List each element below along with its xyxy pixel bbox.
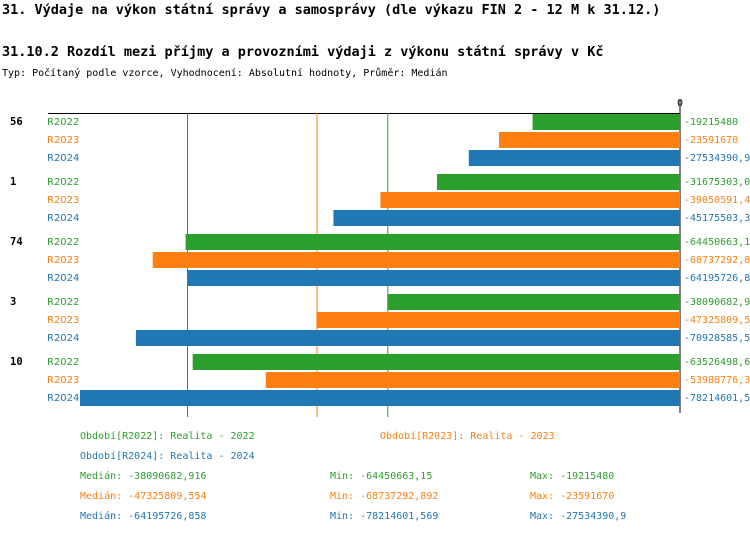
category-label: 10 xyxy=(10,356,23,368)
bar xyxy=(468,150,680,166)
bar xyxy=(437,174,680,190)
stat-text: Max: -23591670 xyxy=(530,491,614,502)
bar xyxy=(316,312,680,328)
value-label: -27534390,9 xyxy=(684,153,750,164)
bar xyxy=(265,372,680,388)
value-label: -64450663,1 xyxy=(684,237,750,248)
chart-note: Typ: Počítaný podle vzorce, Vyhodnocení:… xyxy=(2,67,448,79)
bar xyxy=(192,354,680,370)
category-label: 74 xyxy=(10,236,23,248)
value-label: -63526498,6 xyxy=(684,357,750,368)
category-label: 1 xyxy=(10,176,16,188)
bar xyxy=(499,132,680,148)
stat-text: Medián: -64195726,858 xyxy=(80,510,206,522)
series-label: R2022 xyxy=(47,237,79,248)
value-label: -53988776,3 xyxy=(684,375,750,386)
bar xyxy=(333,210,680,226)
value-label: -64195726,8 xyxy=(684,273,750,284)
stat-text: Max: -27534390,9 xyxy=(530,511,626,522)
value-label: -70928585,5 xyxy=(684,333,750,344)
series-label: R2022 xyxy=(47,357,79,368)
series-label: R2022 xyxy=(47,177,79,188)
series-label: R2024 xyxy=(47,153,79,164)
stat-text: Medián: -38090682,916 xyxy=(80,470,206,482)
series-label: R2023 xyxy=(47,375,79,386)
series-label: R2024 xyxy=(47,273,79,284)
category-label: 3 xyxy=(10,296,16,308)
chart-title: 31. Výdaje na výkon státní správy a samo… xyxy=(2,2,660,18)
series-label: R2023 xyxy=(47,255,79,266)
stat-text: Min: -68737292,892 xyxy=(330,491,438,502)
bar xyxy=(135,330,680,346)
category-label: 56 xyxy=(10,116,23,128)
bar xyxy=(80,390,680,406)
series-label: R2023 xyxy=(47,135,79,146)
x-tick-label: 0 xyxy=(677,98,683,109)
stat-text: Max: -19215480 xyxy=(530,471,614,482)
value-label: -78214601,5 xyxy=(684,393,750,404)
bar xyxy=(380,192,680,208)
series-label: R2024 xyxy=(47,213,79,224)
bar xyxy=(532,114,680,130)
stat-text: Medián: -47325809,554 xyxy=(80,490,206,502)
series-label: R2023 xyxy=(47,195,79,206)
legend-entry: Období[R2024]: Realita - 2024 xyxy=(80,450,255,462)
series-label: R2024 xyxy=(47,393,79,404)
series-label: R2023 xyxy=(47,315,79,326)
bar xyxy=(185,234,681,250)
series-label: R2024 xyxy=(47,333,79,344)
stat-text: Min: -78214601,569 xyxy=(330,511,438,522)
series-label: R2022 xyxy=(47,297,79,308)
value-label: -38090682,9 xyxy=(684,297,750,308)
value-label: -19215480 xyxy=(684,117,738,128)
bar xyxy=(187,270,680,286)
value-label: -45175503,3 xyxy=(684,213,750,224)
value-label: -47325809,5 xyxy=(684,315,750,326)
series-label: R2022 xyxy=(47,117,79,128)
value-label: -68737292,8 xyxy=(684,255,750,266)
value-label: -23591670 xyxy=(684,135,738,146)
value-label: -31675303,0 xyxy=(684,177,750,188)
value-label: -39050591,4 xyxy=(684,195,750,206)
stat-text: Min: -64450663,15 xyxy=(330,471,432,482)
legend-entry: Období[R2022]: Realita - 2022 xyxy=(80,430,255,442)
bar xyxy=(387,294,680,310)
chart-subtitle: 31.10.2 Rozdíl mezi příjmy a provozními … xyxy=(2,44,603,60)
legend-entry: Období[R2023]: Realita - 2023 xyxy=(380,430,555,442)
bar xyxy=(152,252,681,268)
